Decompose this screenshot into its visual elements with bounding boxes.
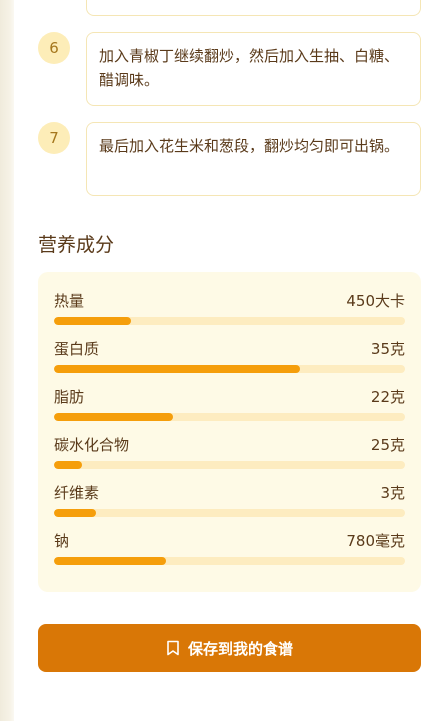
nutrition-row-sodium: 钠 780毫克 bbox=[54, 530, 405, 552]
step-number: 7 bbox=[38, 122, 70, 154]
nutrition-value: 35克 bbox=[371, 338, 405, 360]
nutrition-value: 25克 bbox=[371, 434, 405, 456]
nutrition-label: 纤维素 bbox=[54, 482, 99, 504]
nutrition-row-carbs: 碳水化合物 25克 bbox=[54, 434, 405, 456]
nutrition-label: 钠 bbox=[54, 530, 69, 552]
nutrition-title: 营养成分 bbox=[38, 230, 114, 257]
nutrition-card: 热量 450大卡 蛋白质 35克 脂肪 22克 bbox=[38, 272, 421, 592]
step-text: 最后加入花生米和葱段，翻炒均匀即可出锅。 bbox=[86, 122, 421, 196]
nutrition-row-calories: 热量 450大卡 bbox=[54, 290, 405, 312]
nutrition-value: 780毫克 bbox=[346, 530, 405, 552]
nutrition-bar-fill bbox=[54, 461, 82, 469]
nutrition-bar-fill bbox=[54, 413, 173, 421]
nutrition-bar-track bbox=[54, 461, 405, 469]
nutrition-bar-fill bbox=[54, 557, 166, 565]
previous-step-card bbox=[86, 0, 421, 16]
nutrition-bar-fill bbox=[54, 365, 300, 373]
nutrition-bar-track bbox=[54, 509, 405, 517]
nutrition-row-fat: 脂肪 22克 bbox=[54, 386, 405, 408]
nutrition-value: 3克 bbox=[380, 482, 405, 504]
nutrition-bar-track bbox=[54, 365, 405, 373]
step-number: 6 bbox=[38, 32, 70, 64]
step-text: 加入青椒丁继续翻炒，然后加入生抽、白糖、醋调味。 bbox=[86, 32, 421, 106]
nutrition-label: 热量 bbox=[54, 290, 84, 312]
left-rail bbox=[0, 0, 14, 721]
nutrition-value: 22克 bbox=[371, 386, 405, 408]
nutrition-bar-track bbox=[54, 317, 405, 325]
nutrition-label: 蛋白质 bbox=[54, 338, 99, 360]
nutrition-bar-fill bbox=[54, 317, 131, 325]
nutrition-row-protein: 蛋白质 35克 bbox=[54, 338, 405, 360]
nutrition-row-fiber: 纤维素 3克 bbox=[54, 482, 405, 504]
nutrition-label: 碳水化合物 bbox=[54, 434, 129, 456]
nutrition-bar-track bbox=[54, 557, 405, 565]
nutrition-bar-track bbox=[54, 413, 405, 421]
nutrition-bar-fill bbox=[54, 509, 96, 517]
save-button-label: 保存到我的食谱 bbox=[188, 638, 293, 659]
nutrition-value: 450大卡 bbox=[346, 290, 405, 312]
save-to-my-recipes-button[interactable]: 保存到我的食谱 bbox=[38, 624, 421, 672]
bookmark-icon bbox=[166, 640, 180, 656]
nutrition-label: 脂肪 bbox=[54, 386, 84, 408]
